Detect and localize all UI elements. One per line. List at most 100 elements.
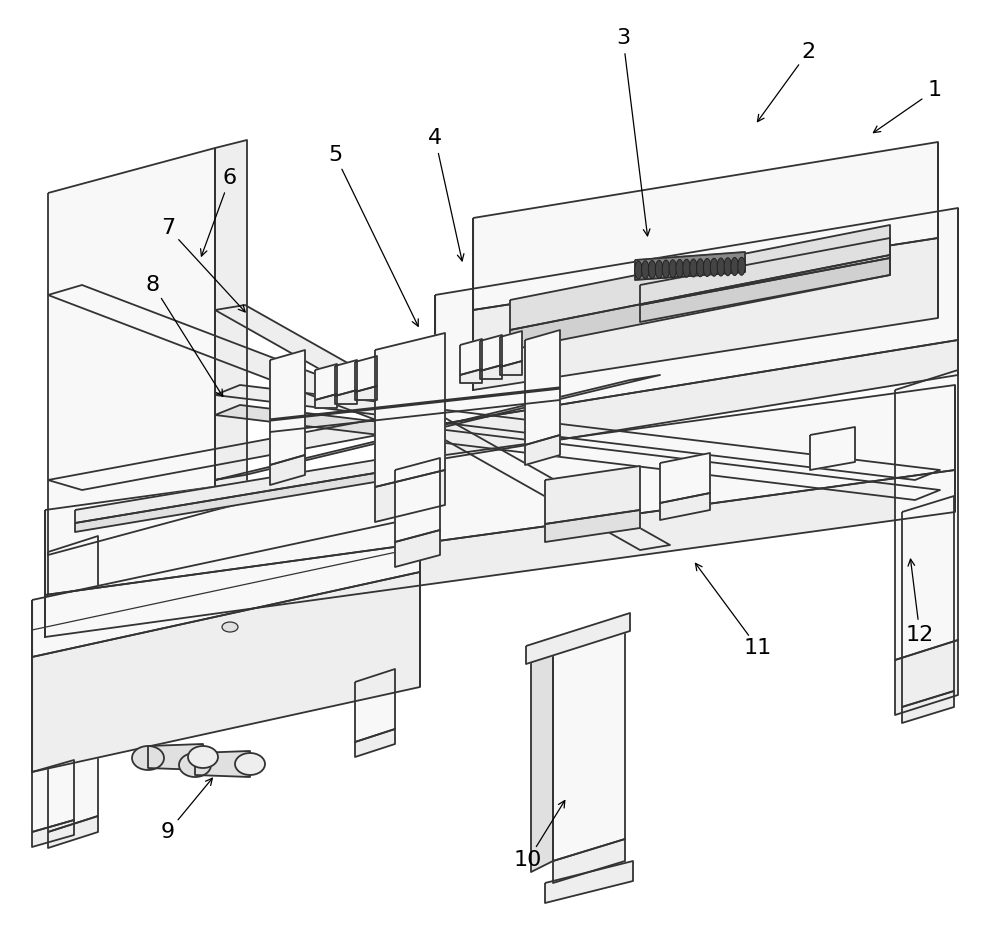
Polygon shape — [553, 839, 625, 883]
Polygon shape — [660, 493, 710, 520]
Ellipse shape — [132, 746, 164, 770]
Polygon shape — [75, 473, 375, 532]
Polygon shape — [500, 331, 522, 367]
Polygon shape — [215, 305, 670, 550]
Polygon shape — [480, 335, 502, 371]
Polygon shape — [355, 356, 377, 392]
Polygon shape — [32, 820, 74, 847]
Polygon shape — [75, 460, 375, 523]
Polygon shape — [215, 385, 940, 480]
Polygon shape — [375, 470, 445, 522]
Ellipse shape — [710, 259, 718, 277]
Polygon shape — [473, 142, 938, 310]
Polygon shape — [902, 496, 954, 707]
Ellipse shape — [738, 258, 745, 276]
Polygon shape — [531, 643, 553, 872]
Text: 11: 11 — [744, 638, 772, 658]
Polygon shape — [270, 350, 305, 465]
Ellipse shape — [648, 260, 656, 278]
Ellipse shape — [690, 259, 697, 277]
Polygon shape — [48, 816, 98, 848]
Polygon shape — [45, 470, 955, 637]
Ellipse shape — [635, 261, 642, 279]
Ellipse shape — [697, 259, 704, 277]
Polygon shape — [525, 330, 560, 445]
Ellipse shape — [222, 622, 238, 632]
Polygon shape — [553, 621, 625, 861]
Polygon shape — [895, 640, 958, 715]
Polygon shape — [148, 744, 203, 770]
Ellipse shape — [717, 258, 725, 276]
Text: 8: 8 — [146, 275, 160, 295]
Text: 9: 9 — [161, 822, 175, 842]
Text: 2: 2 — [801, 42, 815, 62]
Polygon shape — [45, 385, 955, 595]
Polygon shape — [32, 572, 420, 772]
Polygon shape — [355, 729, 395, 757]
Ellipse shape — [662, 260, 670, 278]
Polygon shape — [395, 458, 440, 542]
Polygon shape — [810, 427, 855, 470]
Text: 7: 7 — [161, 218, 175, 238]
Ellipse shape — [683, 259, 690, 277]
Polygon shape — [510, 255, 890, 350]
Polygon shape — [895, 370, 958, 660]
Polygon shape — [545, 861, 633, 903]
Ellipse shape — [724, 258, 732, 276]
Polygon shape — [215, 140, 247, 510]
Text: 4: 4 — [428, 128, 442, 148]
Polygon shape — [48, 621, 98, 832]
Text: 1: 1 — [928, 80, 942, 100]
Polygon shape — [902, 691, 954, 723]
Polygon shape — [315, 394, 337, 408]
Polygon shape — [32, 517, 420, 657]
Polygon shape — [48, 380, 620, 490]
Polygon shape — [460, 339, 482, 375]
Polygon shape — [473, 238, 938, 390]
Polygon shape — [48, 285, 620, 500]
Polygon shape — [215, 375, 660, 480]
Polygon shape — [355, 386, 377, 400]
Polygon shape — [375, 333, 445, 487]
Polygon shape — [640, 258, 890, 322]
Polygon shape — [270, 455, 305, 485]
Polygon shape — [545, 510, 640, 542]
Text: 12: 12 — [906, 625, 934, 645]
Ellipse shape — [642, 260, 649, 278]
Ellipse shape — [703, 259, 711, 277]
Ellipse shape — [235, 753, 265, 775]
Ellipse shape — [655, 260, 663, 278]
Polygon shape — [460, 369, 482, 383]
Ellipse shape — [669, 259, 677, 277]
Polygon shape — [525, 435, 560, 465]
Polygon shape — [48, 536, 98, 747]
Polygon shape — [335, 360, 357, 396]
Polygon shape — [32, 760, 74, 832]
Polygon shape — [635, 252, 745, 280]
Text: 5: 5 — [328, 145, 342, 165]
Polygon shape — [435, 208, 958, 425]
Polygon shape — [215, 405, 940, 500]
Polygon shape — [510, 225, 890, 330]
Polygon shape — [395, 530, 440, 567]
Polygon shape — [500, 361, 522, 375]
Polygon shape — [660, 453, 710, 503]
Polygon shape — [195, 751, 250, 777]
Polygon shape — [48, 148, 215, 555]
Polygon shape — [902, 411, 954, 622]
Ellipse shape — [179, 753, 211, 777]
Ellipse shape — [731, 258, 738, 276]
Text: 6: 6 — [223, 168, 237, 188]
Polygon shape — [640, 238, 890, 305]
Ellipse shape — [188, 746, 218, 768]
Polygon shape — [545, 466, 640, 524]
Polygon shape — [48, 731, 98, 763]
Polygon shape — [435, 340, 958, 460]
Polygon shape — [355, 669, 395, 742]
Polygon shape — [315, 364, 337, 400]
Polygon shape — [335, 390, 357, 404]
Text: 3: 3 — [616, 28, 630, 48]
Polygon shape — [480, 365, 502, 379]
Polygon shape — [526, 613, 630, 664]
Text: 10: 10 — [514, 850, 542, 870]
